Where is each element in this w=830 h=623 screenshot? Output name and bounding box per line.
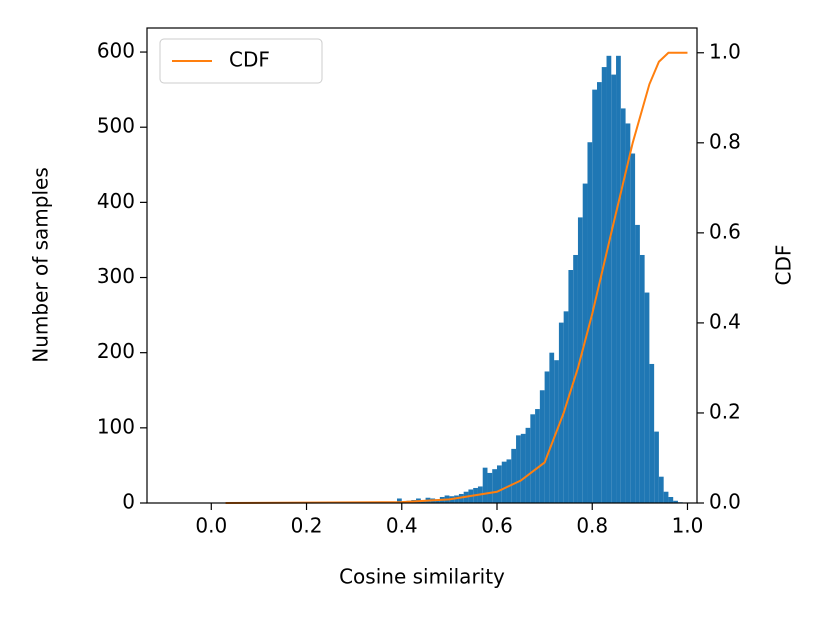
bar — [511, 448, 517, 503]
legend-label: CDF — [229, 48, 270, 72]
cdf-line — [225, 51, 688, 504]
y2-tick-label: 1.0 — [709, 39, 741, 63]
bar — [616, 55, 621, 504]
y2-tick-label: 0.4 — [709, 309, 741, 333]
y2-tick-label: 0.6 — [709, 219, 741, 243]
y-tick-label: 300 — [97, 264, 135, 288]
bar — [673, 500, 678, 503]
bar — [597, 82, 602, 503]
y2-tick-label: 0.8 — [709, 129, 741, 153]
legend-box — [159, 38, 323, 84]
y2-tick-label: 0.0 — [709, 490, 741, 514]
bar — [568, 270, 574, 503]
bar — [592, 89, 597, 503]
bar — [516, 435, 521, 503]
bar — [482, 467, 488, 503]
bar — [435, 499, 440, 503]
bar — [639, 254, 645, 503]
bar — [558, 322, 564, 503]
x-tick-label: 0.6 — [481, 514, 513, 538]
bar — [630, 153, 636, 504]
bar — [620, 108, 626, 503]
bar — [649, 363, 655, 503]
bar — [492, 469, 497, 503]
bar — [635, 224, 640, 503]
bar — [520, 433, 526, 503]
bar — [654, 431, 659, 503]
x-tick-label: 0.2 — [291, 514, 323, 538]
bar — [535, 409, 540, 503]
bar — [601, 67, 607, 503]
bar — [668, 496, 674, 503]
plot-frame — [146, 27, 698, 504]
x-axis-label: Cosine similarity — [339, 565, 505, 589]
bar — [663, 491, 669, 503]
y-tick-label: 500 — [97, 114, 135, 138]
bar — [497, 465, 502, 503]
x-tick-label: 0.4 — [386, 514, 418, 538]
bar — [644, 292, 650, 503]
x-tick-label: 1.0 — [672, 514, 704, 538]
bar — [573, 254, 578, 503]
x-tick-label: 0.0 — [195, 514, 227, 538]
bar — [525, 427, 531, 503]
y-tick-label: 100 — [97, 414, 135, 438]
y-tick-label: 0 — [122, 490, 135, 514]
y-tick-label: 400 — [97, 189, 135, 213]
bar — [539, 390, 545, 503]
bar — [530, 414, 536, 503]
y-axis-label: Number of samples — [29, 167, 53, 362]
bar — [397, 498, 402, 503]
bar — [549, 352, 555, 503]
bar — [544, 371, 550, 503]
bar — [658, 476, 664, 503]
x-tick-label: 0.8 — [576, 514, 608, 538]
bar — [501, 461, 507, 503]
y2-tick-label: 0.2 — [709, 399, 741, 423]
bar — [606, 55, 612, 504]
bar — [625, 123, 631, 503]
y-tick-label: 200 — [97, 339, 135, 363]
bar — [487, 472, 493, 503]
bar — [611, 74, 617, 504]
y-tick-label: 600 — [97, 39, 135, 63]
y2-axis-label: CDF — [772, 245, 796, 286]
bar — [506, 459, 512, 503]
